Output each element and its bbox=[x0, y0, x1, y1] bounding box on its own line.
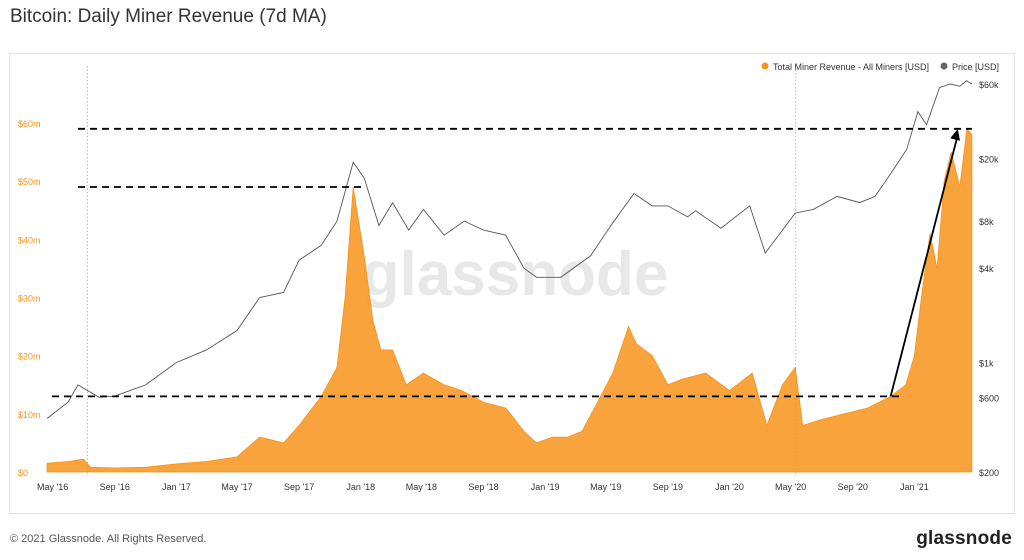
axis-layer: $0 $10m $20m $30m $40m $50m $60m $200 $600 $1k $4k… bbox=[18, 80, 999, 492]
y-right-tick-label: $4k bbox=[979, 264, 994, 274]
y-right-tick-label: $600 bbox=[979, 393, 999, 403]
y-right-tick-label: $60k bbox=[979, 80, 999, 90]
watermark-text: glassnode bbox=[362, 240, 669, 309]
y-left-tick-label: $30m bbox=[18, 294, 41, 304]
price-line bbox=[46, 80, 973, 419]
chart-title: Bitcoin: Daily Miner Revenue (7d MA) bbox=[10, 6, 327, 27]
y-right-tick-label: $8k bbox=[979, 217, 994, 227]
legend-price-label[interactable]: Price [USD] bbox=[952, 62, 999, 72]
y-left-tick-label: $0 bbox=[18, 468, 28, 478]
legend-revenue-swatch bbox=[761, 62, 769, 70]
x-tick-label: May '18 bbox=[406, 482, 437, 492]
y-left-tick-label: $50m bbox=[18, 177, 41, 187]
x-tick-label: Sep '18 bbox=[468, 482, 498, 492]
y-left-tick-label: $20m bbox=[18, 352, 41, 362]
y-left-tick-label: $40m bbox=[18, 235, 41, 245]
chart-frame bbox=[9, 53, 1015, 514]
y-right-tick-label: $1k bbox=[979, 359, 994, 369]
x-tick-label: Jan '18 bbox=[346, 482, 375, 492]
x-tick-label: Jan '21 bbox=[900, 482, 929, 492]
y-left-tick-label: $60m bbox=[18, 119, 41, 129]
price-line-layer bbox=[46, 80, 973, 419]
x-tick-label: Sep '19 bbox=[653, 482, 683, 492]
revenue-area-layer bbox=[46, 127, 973, 473]
x-tick-label: May '16 bbox=[37, 482, 68, 492]
legend-revenue-label[interactable]: Total Miner Revenue - All Miners [USD] bbox=[773, 62, 929, 72]
x-tick-label: May '19 bbox=[590, 482, 621, 492]
legend: Total Miner Revenue - All Miners [USD] P… bbox=[761, 62, 999, 72]
x-tick-label: Sep '17 bbox=[284, 482, 314, 492]
x-tick-label: Jan '19 bbox=[531, 482, 560, 492]
x-tick-label: Sep '20 bbox=[838, 482, 868, 492]
x-tick-label: May '17 bbox=[221, 482, 252, 492]
y-right-tick-label: $20k bbox=[979, 155, 999, 165]
y-right-tick-label: $200 bbox=[979, 468, 999, 478]
revenue-area bbox=[46, 127, 973, 473]
annotation-arrow-head bbox=[950, 128, 960, 141]
x-tick-label: Jan '20 bbox=[715, 482, 744, 492]
legend-price-swatch bbox=[940, 62, 948, 70]
x-tick-label: Sep '16 bbox=[100, 482, 130, 492]
x-tick-label: May '20 bbox=[775, 482, 806, 492]
x-tick-label: Jan '17 bbox=[162, 482, 191, 492]
copyright-text: © 2021 Glassnode. All Rights Reserved. bbox=[10, 533, 207, 545]
brand-logo: glassnode bbox=[916, 528, 1012, 549]
annotation-layer bbox=[52, 127, 972, 398]
annotation-arrow-shaft bbox=[889, 134, 959, 397]
y-left-tick-label: $10m bbox=[18, 410, 41, 420]
